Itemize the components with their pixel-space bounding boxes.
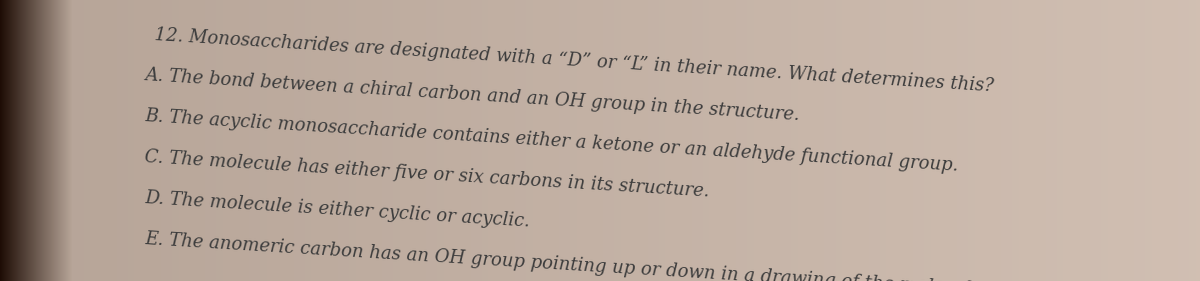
Text: 12. Monosaccharides are designated with a “D” or “L” in their name. What determi: 12. Monosaccharides are designated with … [154, 26, 994, 95]
Text: C. The molecule has either five or six carbons in its structure.: C. The molecule has either five or six c… [144, 148, 710, 201]
Text: B. The acyclic monosaccharide contains either a ketone or an aldehyde functional: B. The acyclic monosaccharide contains e… [144, 107, 959, 175]
Text: A. The bond between a chiral carbon and an OH group in the structure.: A. The bond between a chiral carbon and … [144, 66, 800, 124]
Text: E. The anomeric carbon has an OH group pointing up or down in a drawing of the m: E. The anomeric carbon has an OH group p… [144, 230, 989, 281]
Text: D. The molecule is either cyclic or acyclic.: D. The molecule is either cyclic or acyc… [144, 189, 530, 230]
